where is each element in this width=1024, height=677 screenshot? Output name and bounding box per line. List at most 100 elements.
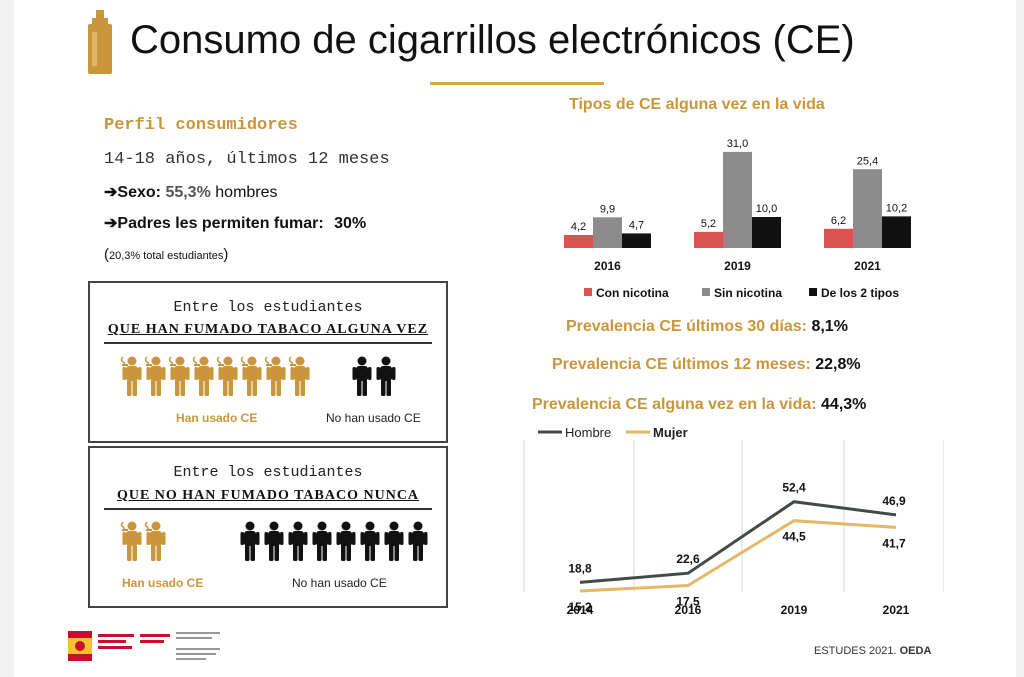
parents-label: Padres les permiten fumar: (117, 215, 324, 232)
point-data-label: 18,8 (568, 561, 592, 575)
person-smoking-icon (144, 521, 166, 561)
x-tick-label: 2019 (781, 603, 808, 617)
x-tick-label: 2021 (854, 259, 881, 273)
prevalence-lifetime: Prevalencia CE alguna vez en la vida: 44… (532, 396, 866, 414)
series-line (579, 500, 897, 584)
bar-data-label: 9,9 (600, 203, 615, 215)
series-line (579, 519, 897, 593)
person-icon (384, 521, 404, 561)
x-tick-label: 2019 (724, 259, 751, 273)
person-icon (240, 521, 260, 561)
person-smoking-icon (144, 356, 166, 396)
point-data-label: 52,4 (782, 481, 806, 495)
point-data-label: 46,9 (882, 494, 906, 508)
source-org: OEDA (899, 645, 932, 657)
arrow-right-icon: ➔ (104, 215, 118, 232)
slide: Consumo de cigarrillos electrónicos (CE)… (14, 0, 1016, 677)
box-subtitle: Entre los estudiantes (173, 464, 363, 481)
box-subtitle: Entre los estudiantes (173, 299, 363, 316)
person-smoking-icon (192, 356, 214, 396)
source-credit: ESTUDES 2021. OEDA (814, 645, 931, 657)
x-tick-label: 2016 (594, 259, 621, 273)
person-icon (264, 521, 284, 561)
prevalence-lifetime-value: 44,3% (821, 396, 867, 413)
x-tick-label: 2021 (883, 603, 910, 617)
bar-chart-title: Tipos de CE alguna vez en la vida (569, 96, 825, 113)
prevalence-12-value: 22,8% (815, 356, 861, 373)
note-text: 20,3% total estudiantes (109, 250, 224, 262)
x-tick-label: 2016 (675, 603, 702, 617)
not-used-figures (350, 355, 398, 397)
not-used-figures (238, 520, 430, 562)
legend-swatch (809, 288, 817, 296)
bar (694, 231, 723, 248)
bar-data-label: 6,2 (831, 215, 846, 227)
box-heading: QUE HAN FUMADO TABACO ALGUNA VEZ (107, 322, 429, 337)
legend-label: Con nicotina (596, 286, 669, 300)
profile-age: 14-18 años, últimos 12 meses (104, 150, 390, 169)
smokers-box: Entre los estudiantes QUE HAN FUMADO TAB… (88, 281, 448, 443)
bar (752, 217, 781, 248)
used-figures (120, 520, 168, 562)
legend-label: Mujer (653, 425, 688, 440)
x-tick-label: 2014 (567, 603, 594, 617)
prevalence-12-months: Prevalencia CE últimos 12 meses: 22,8% (552, 356, 861, 374)
legend-label: Sin nicotina (714, 286, 782, 300)
person-icon (336, 521, 356, 561)
prevalence-30-days: Prevalencia CE últimos 30 días: 8,1% (566, 318, 848, 336)
bar (824, 228, 853, 248)
bar-data-label: 10,0 (756, 203, 777, 215)
bar-data-label: 25,4 (857, 155, 878, 167)
person-smoking-icon (240, 356, 262, 396)
bar-data-label: 4,7 (629, 219, 644, 231)
legend-label: De los 2 tipos (821, 286, 899, 300)
point-data-label: 41,7 (882, 536, 906, 550)
profile-note: (20,3% total estudiantes) (104, 246, 228, 263)
person-smoking-icon (120, 356, 142, 396)
point-data-label: 17,5 (676, 594, 700, 608)
box-divider (104, 342, 432, 344)
prevalence-12-label: Prevalencia CE últimos 12 meses: (552, 356, 811, 373)
person-icon (376, 356, 396, 396)
point-data-label: 22,6 (676, 552, 700, 566)
not-used-label: No han usado CE (292, 576, 387, 590)
bar-data-label: 5,2 (701, 218, 716, 230)
legend-swatch (584, 288, 592, 296)
prevalence-lifetime-label: Prevalencia CE alguna vez en la vida: (532, 396, 817, 413)
profile-heading: Perfil consumidores (104, 116, 298, 135)
page-title: Consumo de cigarrillos electrónicos (CE) (130, 18, 855, 62)
note-open: ( (104, 246, 109, 263)
bar (622, 233, 651, 248)
bar (723, 151, 752, 248)
profile-parents-line: ➔Padres les permiten fumar: 30% (104, 213, 366, 233)
prevalence-30-value: 8,1% (811, 318, 848, 335)
arrow-right-icon: ➔ (104, 184, 118, 201)
person-smoking-icon (216, 356, 238, 396)
person-icon (312, 521, 332, 561)
person-icon (360, 521, 380, 561)
sex-label: Sexo: (117, 184, 161, 201)
bar-data-label: 31,0 (727, 138, 748, 150)
person-icon (408, 521, 428, 561)
box-divider (104, 508, 432, 510)
person-smoking-icon (120, 521, 142, 561)
person-icon (288, 521, 308, 561)
government-logo (66, 628, 224, 664)
point-data-label: 15,2 (568, 600, 592, 614)
box-heading: QUE NO HAN FUMADO TABACO NUNCA (116, 488, 420, 503)
source-text: ESTUDES 2021. (814, 645, 897, 657)
bar-chart: 4,2 9,9 4,7 2016 5,2 31,0 10,0 2019 6,2 25,4 10,2 2… (564, 138, 911, 300)
used-label: Han usado CE (176, 411, 258, 425)
used-label: Han usado CE (122, 576, 204, 590)
e-cigarette-icon (88, 10, 112, 74)
non-smokers-box: Entre los estudiantes QUE NO HAN FUMADO … (88, 446, 448, 608)
sex-value: 55,3% (165, 184, 211, 201)
bar (593, 217, 622, 248)
bar-data-label: 10,2 (886, 202, 907, 214)
bar-data-label: 4,2 (571, 221, 586, 233)
not-used-label: No han usado CE (326, 411, 421, 425)
bar (853, 169, 882, 248)
person-smoking-icon (168, 356, 190, 396)
used-figures (120, 355, 312, 397)
bar (564, 234, 593, 248)
